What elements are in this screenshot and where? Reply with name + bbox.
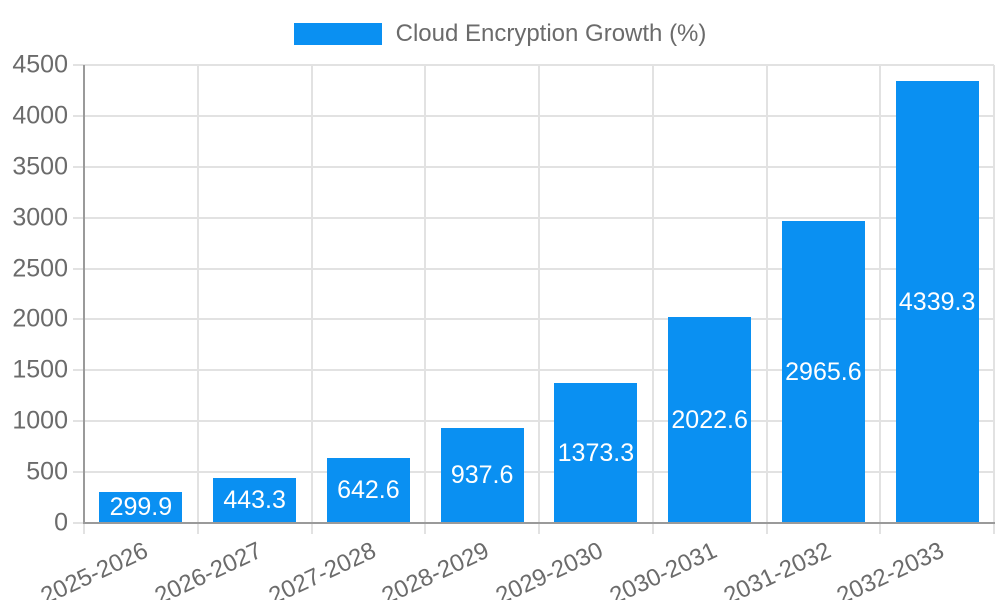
x-tick-mark bbox=[765, 523, 768, 534]
x-axis-category-label: 2026-2027 bbox=[150, 537, 267, 600]
y-tick-mark bbox=[73, 165, 84, 168]
x-axis-line bbox=[83, 522, 995, 524]
legend-label: Cloud Encryption Growth (%) bbox=[395, 20, 707, 47]
bar-value-label: 937.6 bbox=[450, 460, 514, 489]
bar-value-label: 1373.3 bbox=[557, 438, 635, 467]
y-tick-mark bbox=[73, 64, 84, 66]
x-tick-mark bbox=[83, 523, 85, 534]
v-gridline bbox=[879, 65, 882, 523]
bar[interactable]: 2022.6 bbox=[668, 317, 752, 523]
bar-value-label: 2022.6 bbox=[671, 405, 748, 434]
y-tick-mark bbox=[73, 522, 84, 524]
v-gridline bbox=[538, 65, 540, 523]
y-axis-tick-label: 1500 bbox=[12, 355, 68, 384]
v-gridline bbox=[424, 65, 427, 523]
v-gridline bbox=[196, 65, 199, 523]
y-tick-mark bbox=[73, 369, 84, 372]
x-tick-mark bbox=[651, 523, 654, 534]
x-tick-mark bbox=[196, 523, 199, 534]
y-axis-tick-label: 2500 bbox=[12, 254, 68, 283]
y-axis-line bbox=[83, 65, 85, 523]
x-tick-mark bbox=[538, 523, 540, 534]
v-gridline bbox=[993, 65, 995, 523]
y-axis-tick-label: 0 bbox=[54, 508, 68, 537]
legend[interactable]: Cloud Encryption Growth (%) bbox=[0, 20, 1000, 48]
x-tick-mark bbox=[993, 523, 995, 534]
bar-value-label: 642.6 bbox=[337, 475, 400, 504]
bar[interactable]: 937.6 bbox=[440, 427, 524, 523]
bar[interactable]: 4339.3 bbox=[895, 81, 979, 523]
y-tick-mark bbox=[73, 114, 84, 117]
y-axis-tick-label: 3500 bbox=[12, 152, 68, 181]
bar[interactable]: 299.9 bbox=[99, 492, 183, 523]
bar[interactable]: 1373.3 bbox=[554, 383, 638, 523]
x-axis-category-label: 2028-2029 bbox=[378, 537, 494, 600]
x-tick-mark bbox=[310, 523, 313, 534]
y-tick-mark bbox=[73, 471, 84, 474]
y-axis-tick-label: 4000 bbox=[12, 101, 68, 130]
v-gridline bbox=[765, 65, 768, 523]
legend-swatch bbox=[293, 23, 382, 45]
bar-value-label: 4339.3 bbox=[898, 287, 976, 316]
x-tick-mark bbox=[424, 523, 427, 534]
bar-value-label: 443.3 bbox=[223, 485, 286, 514]
y-tick-mark bbox=[73, 318, 84, 321]
y-tick-mark bbox=[73, 267, 84, 270]
y-axis-tick-label: 4500 bbox=[12, 50, 68, 79]
y-axis-tick-label: 500 bbox=[26, 457, 68, 486]
v-gridline bbox=[310, 65, 313, 523]
bar[interactable]: 443.3 bbox=[213, 477, 297, 523]
y-axis-tick-label: 1000 bbox=[12, 406, 68, 435]
v-gridline bbox=[651, 65, 654, 523]
x-axis-category-label: 2032-2033 bbox=[833, 537, 949, 600]
bar-value-label: 2965.6 bbox=[785, 357, 862, 386]
x-axis-category-label: 2031-2032 bbox=[719, 537, 835, 600]
y-tick-mark bbox=[73, 420, 84, 423]
x-axis-category-label: 2025-2026 bbox=[36, 537, 153, 600]
y-tick-mark bbox=[73, 216, 84, 219]
x-axis-category-label: 2029-2030 bbox=[491, 537, 608, 600]
bar-value-label: 299.9 bbox=[109, 493, 173, 522]
y-axis-tick-label: 3000 bbox=[12, 203, 68, 232]
x-tick-mark bbox=[879, 523, 882, 534]
x-axis-category-label: 2030-2031 bbox=[605, 537, 722, 600]
y-axis-tick-label: 2000 bbox=[12, 304, 68, 333]
bar[interactable]: 642.6 bbox=[326, 457, 410, 523]
bar[interactable]: 2965.6 bbox=[781, 221, 865, 523]
x-axis-category-label: 2027-2028 bbox=[264, 537, 380, 600]
